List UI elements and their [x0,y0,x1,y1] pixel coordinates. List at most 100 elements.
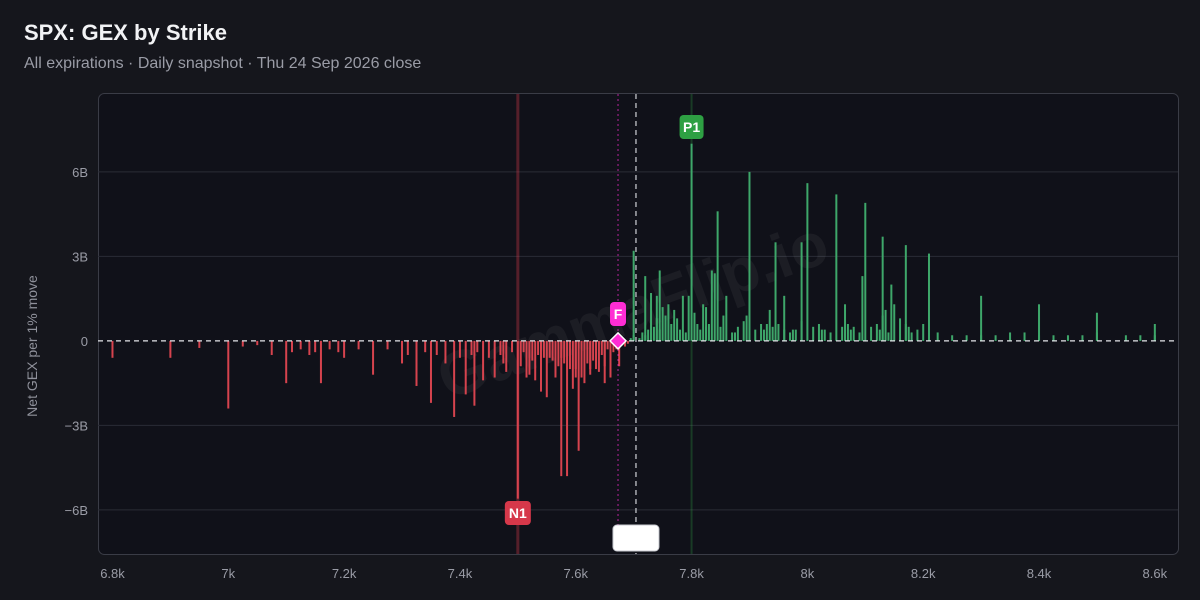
gex-bar [841,326,844,341]
gex-bar [1052,335,1055,341]
x-tick-label: 6.8k [100,566,125,581]
gex-bar [800,242,803,341]
gex-bar [647,329,650,341]
flip-badge: F [610,302,627,326]
y-tick-label: 6B [72,165,88,180]
gex-bar [817,324,820,341]
gex-bar [595,340,598,370]
gex-bar [864,202,867,341]
y-tick-label: 3B [72,249,88,264]
gex-bar [652,326,655,341]
flip-diamond [608,331,628,350]
gex-bar [676,318,679,341]
chart-subtitle: All expirations · Daily snapshot · Thu 2… [24,55,422,72]
gex-bar [713,273,716,341]
n1-badge-bg [504,501,531,525]
gex-bar [875,324,878,341]
spot-badge: 7,704 [612,524,660,552]
y-tick-label: −6B [65,503,89,518]
gex-bar [1139,335,1142,341]
gex-bar [566,340,569,477]
gex-bar [899,318,902,341]
gex-bar [687,295,690,341]
gex-bar [794,329,797,341]
gex-bar [343,340,346,358]
gex-bar [499,340,502,355]
x-tick-label: 7.4k [448,566,473,581]
gex-bar [1038,304,1041,341]
gex-bar [870,326,873,341]
gex-bar [844,304,847,341]
gex-bar [516,340,519,499]
gex-bar [881,236,884,341]
gex-bar [678,329,681,341]
gex-bar [835,194,838,341]
gex-bar [626,340,629,344]
gex-bar [473,340,476,406]
flip-badge-label: F [614,306,623,322]
gex-bar [629,338,632,341]
gex-bar [511,340,514,353]
gex-bar [314,340,317,353]
gex-bar [476,340,479,353]
gex-bar [904,245,907,341]
gex-bar [812,326,815,341]
x-tick-label: 7k [221,566,235,581]
gex-bar [893,304,896,341]
gex-bar [858,332,861,341]
gex-bar [241,340,244,347]
gex-bar [681,295,684,341]
gex-bar [1124,335,1127,341]
gex-bar [910,332,913,341]
p1-badge-bg [679,115,704,139]
gex-bar [557,340,560,367]
gex-bar [890,284,893,341]
gex-bar [586,340,589,364]
gex-bar [606,340,609,350]
p1-badge-label: P1 [683,119,700,135]
gex-bar [542,340,545,358]
gex-bar [1066,335,1069,341]
gex-bar [980,295,983,341]
gex-bar [748,171,751,341]
gex-bar [540,340,543,386]
gex-bar [487,340,490,358]
gex-bar [319,340,322,384]
gex-bar [290,340,293,353]
gex-bar [548,340,551,358]
gex-bar [618,340,621,367]
gex-bar [482,340,485,381]
gex-bar [707,324,710,341]
gex-bar [470,340,473,355]
y-tick-label: −3B [65,418,89,433]
gex-bar [878,329,881,341]
gex-bar [699,329,702,341]
gex-bar [589,340,592,375]
flip-badge-bg [610,302,627,326]
gex-bar [684,332,687,341]
gex-bar [623,340,626,347]
gex-bar [846,324,849,341]
gex-bar [760,324,763,341]
gex-bar [111,340,114,358]
gex-bar [725,295,728,341]
gex-bar [493,340,496,378]
n1-badge: N1 [504,501,531,525]
gex-bar [661,307,664,341]
gex-bar [600,340,603,355]
gex-bar [560,340,563,477]
y-tick-label: 0 [81,334,88,349]
gex-bar [270,340,273,355]
gex-bar [612,340,615,353]
gex-bar [638,338,641,341]
spot-badge-bg [612,524,660,552]
gex-bar [444,340,447,364]
gex-bar [951,335,954,341]
gex-bar [597,340,600,372]
gex-bar [571,340,574,389]
gex-bar [823,329,826,341]
gex-bar [774,242,777,341]
gex-bar [328,340,331,350]
gex-bar [655,295,658,341]
gex-bar [519,340,522,367]
